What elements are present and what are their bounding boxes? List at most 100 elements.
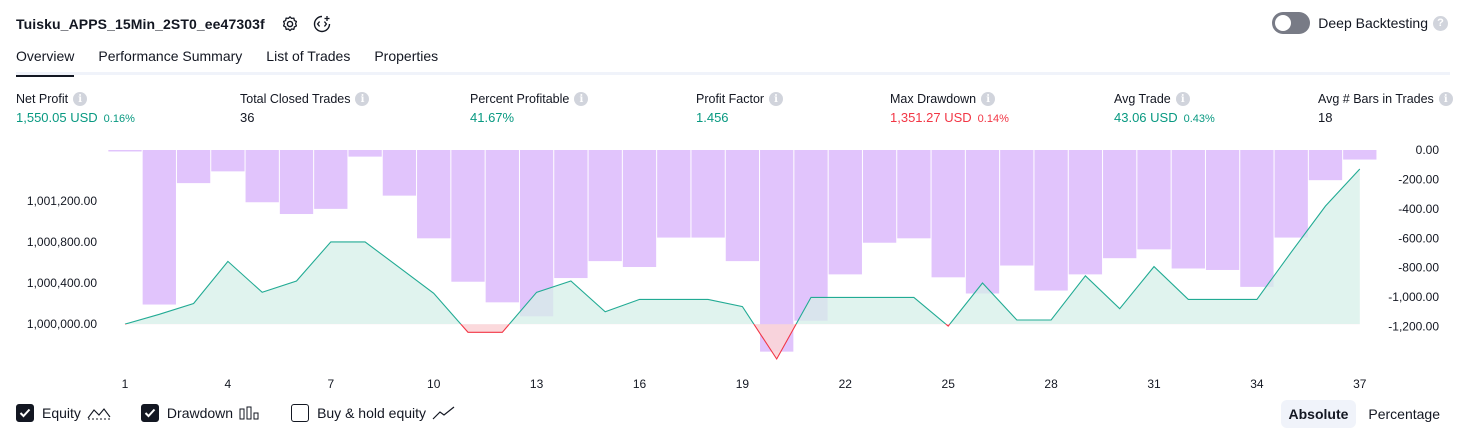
- drawdown-bar: [828, 150, 862, 275]
- legend-equity-label: Equity: [42, 405, 81, 421]
- tab-overview[interactable]: Overview: [16, 44, 75, 77]
- equity-area: [125, 169, 1360, 325]
- drawdown-legend-icon: [239, 406, 261, 420]
- drawdown-bar: [1308, 150, 1343, 181]
- x-axis-tick: 10: [427, 377, 441, 391]
- drawdown-bar: [382, 150, 417, 196]
- metric-title: Avg Trade: [1114, 92, 1171, 106]
- right-axis-tick: 0.00: [1416, 143, 1440, 157]
- x-axis-tick: 7: [327, 377, 334, 391]
- info-icon[interactable]: i: [355, 92, 370, 106]
- mode-percentage-button[interactable]: Percentage: [1368, 406, 1440, 422]
- metric-total-closed-trades: Total Closed Trades i 36: [240, 92, 370, 125]
- metric-profit-factor: Profit Factor i 1.456: [696, 92, 784, 125]
- right-axis: 0.00 -200.00 -400.00 -600.00 -800.00 -1,000.0…: [1388, 143, 1439, 334]
- x-axis-tick: 34: [1250, 377, 1264, 391]
- legend-drawdown[interactable]: Drawdown: [140, 404, 261, 422]
- mode-absolute-button[interactable]: Absolute: [1280, 400, 1357, 428]
- info-icon[interactable]: i: [1438, 92, 1453, 106]
- drawdown-bar: [657, 150, 691, 238]
- x-axis-tick: 37: [1353, 377, 1367, 391]
- drawdown-bar: [451, 150, 485, 282]
- legend-equity[interactable]: Equity: [16, 404, 111, 422]
- x-axis-tick: 31: [1147, 377, 1161, 391]
- chart-legend: Equity Drawdown Buy & hold equity: [16, 404, 486, 422]
- deep-backtesting: Deep Backtesting ?: [1272, 12, 1448, 34]
- drawdown-bar: [1205, 150, 1240, 270]
- drawdown-bar: [417, 150, 451, 239]
- tab-properties[interactable]: Properties: [374, 48, 439, 64]
- legend-buy-hold[interactable]: Buy & hold equity: [291, 404, 456, 422]
- info-icon[interactable]: i: [574, 92, 589, 106]
- drawdown-bar: [588, 150, 622, 262]
- drawdown-bar: [245, 150, 279, 203]
- metric-avg-bars-in-trades: Avg # Bars in Trades i 18: [1318, 92, 1453, 125]
- drawdown-checkbox[interactable]: [140, 404, 159, 422]
- drawdown-bar: [931, 150, 965, 278]
- metric-value: 43.06 USD: [1114, 110, 1178, 125]
- right-axis-tick: -600.00: [1398, 231, 1439, 245]
- deep-backtesting-label: Deep Backtesting: [1318, 15, 1428, 31]
- x-axis-tick: 19: [736, 377, 750, 391]
- buy-hold-checkbox[interactable]: [291, 404, 310, 422]
- x-axis-tick: 4: [225, 377, 232, 391]
- equity-checkbox[interactable]: [16, 404, 34, 422]
- drawdown-bar: [1068, 150, 1103, 275]
- drawdown-bar: [1000, 150, 1034, 266]
- metric-percent: 0.14%: [977, 113, 1009, 125]
- drawdown-bar: [1240, 150, 1274, 287]
- right-axis-tick: -1,200.00: [1388, 320, 1439, 334]
- metric-percent: 0.16%: [103, 113, 135, 125]
- strategy-name: Tuisku_APPS_15Min_2ST0_ee47303f: [16, 16, 265, 32]
- metric-title: Avg # Bars in Trades: [1318, 92, 1434, 106]
- drawdown-bar: [314, 150, 348, 209]
- info-icon[interactable]: i: [1175, 92, 1190, 106]
- metric-title: Max Drawdown: [890, 92, 977, 106]
- equity-legend-icon: [87, 406, 111, 420]
- x-axis-tick: 28: [1044, 377, 1058, 391]
- drawdown-bar: [725, 150, 760, 262]
- metric-value: 36: [240, 110, 255, 125]
- drawdown-bars: [108, 150, 1377, 352]
- metric-title: Profit Factor: [696, 92, 765, 106]
- legend-drawdown-label: Drawdown: [166, 405, 234, 421]
- drawdown-bar: [348, 150, 382, 157]
- info-icon[interactable]: i: [769, 92, 784, 106]
- metric-max-drawdown: Max Drawdown i 1,351.27 USD 0.14%: [890, 92, 1009, 125]
- source-code-icon[interactable]: [311, 13, 333, 35]
- left-axis-tick: 1,001,200.00: [27, 194, 97, 208]
- x-axis-tick: 1: [122, 377, 129, 391]
- equity-chart[interactable]: 1,001,200.00 1,000,800.00 1,000,400.00 1,00…: [0, 140, 1466, 395]
- drawdown-bar: [1171, 150, 1205, 269]
- tab-performance-summary[interactable]: Performance Summary: [98, 48, 243, 64]
- right-axis-tick: -400.00: [1398, 202, 1439, 216]
- left-axis-tick: 1,000,000.00: [27, 317, 97, 331]
- deep-backtesting-toggle[interactable]: [1272, 12, 1311, 34]
- left-axis: 1,001,200.00 1,000,800.00 1,000,400.00 1,00…: [27, 194, 97, 331]
- right-axis-tick: -1,000.00: [1388, 290, 1439, 304]
- help-icon[interactable]: ?: [1433, 15, 1448, 31]
- drawdown-bar: [1103, 150, 1137, 259]
- drawdown-bar: [176, 150, 211, 184]
- report-tabs: Overview Performance Summary List of Tra…: [16, 44, 462, 77]
- right-axis-tick: -800.00: [1398, 261, 1439, 275]
- metric-value: 1,351.27 USD: [890, 110, 972, 125]
- x-axis-tick: 25: [942, 377, 956, 391]
- drawdown-bar: [760, 150, 794, 352]
- drawdown-bar: [794, 150, 828, 321]
- drawdown-bar: [211, 150, 245, 172]
- info-icon[interactable]: i: [73, 92, 88, 106]
- metric-value: 18: [1318, 110, 1333, 125]
- metric-percent-profitable: Percent Profitable i 41.67%: [470, 92, 589, 125]
- right-axis-tick: -200.00: [1398, 172, 1439, 186]
- x-axis: 1 4 7 10 13 16 19 22 25 28 31 34 37: [122, 377, 1367, 391]
- info-icon[interactable]: i: [981, 92, 996, 106]
- metric-value: 1.456: [696, 110, 729, 125]
- drawdown-bar: [554, 150, 588, 279]
- metric-title: Total Closed Trades: [240, 92, 351, 106]
- drawdown-bar: [485, 150, 519, 303]
- settings-icon[interactable]: [279, 13, 301, 35]
- legend-buy-hold-label: Buy & hold equity: [317, 405, 427, 421]
- metric-value: 41.67%: [470, 110, 515, 125]
- tab-list-of-trades[interactable]: List of Trades: [266, 48, 351, 64]
